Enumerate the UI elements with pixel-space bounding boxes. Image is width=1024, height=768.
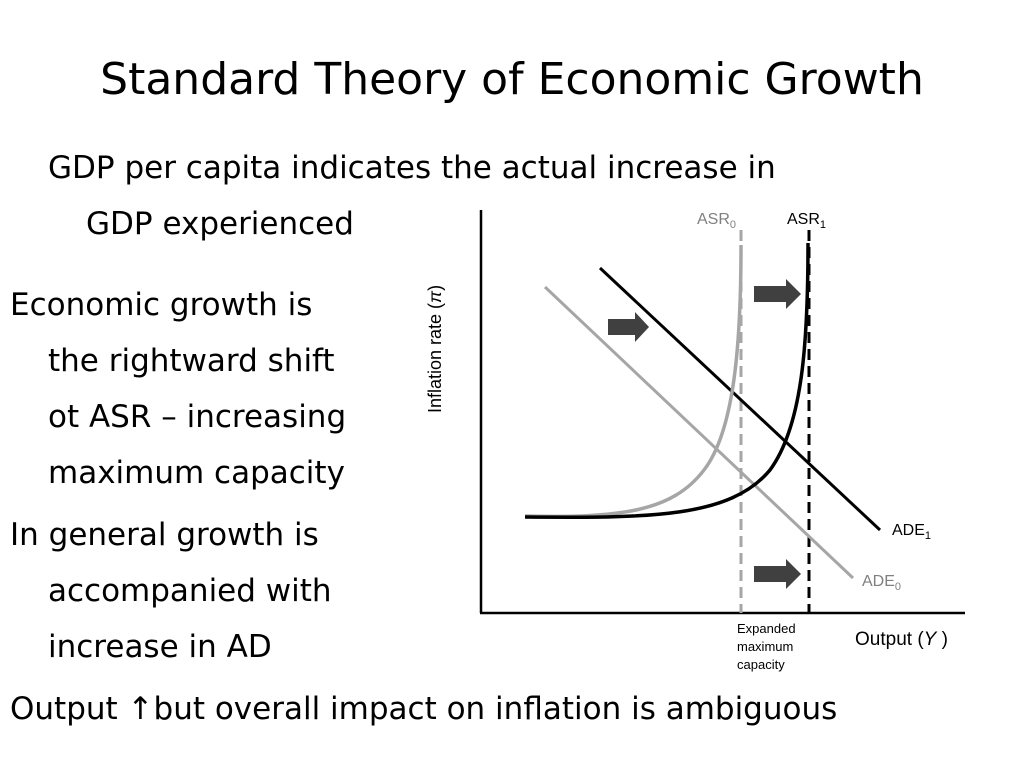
- bullet1-line-3: ot ASR – increasing: [48, 399, 347, 435]
- bullet2-line-2: accompanied with: [48, 573, 332, 609]
- asr0-label: ASR0: [697, 211, 736, 231]
- bullet2-line-3: increase in AD: [48, 629, 272, 665]
- ade1-line: [598, 266, 882, 532]
- bullet1-line-2: the rightward shift: [48, 343, 335, 379]
- ade0-label: ADE0: [862, 573, 901, 593]
- bullet-general-growth: In general growth is accompanied with in…: [10, 507, 332, 675]
- x-axis-label: Output (Y ): [855, 629, 948, 650]
- bullet-economic-growth: Economic growth is the rightward shift o…: [10, 277, 346, 501]
- bottom-line: Output ↑but overall impact on inflation …: [10, 691, 838, 727]
- asr1-label: ASR1: [787, 211, 826, 231]
- intro-line-1: GDP per capita indicates the actual incr…: [48, 150, 776, 186]
- ade1-label: ADE1: [892, 522, 931, 542]
- ade0-line: [543, 285, 855, 580]
- slide-title: Standard Theory of Economic Growth: [100, 54, 924, 105]
- intro-text: GDP per capita indicates the actual incr…: [48, 140, 776, 252]
- y-axis-label: Inflation rate (π): [425, 285, 445, 413]
- shift-arrow-icon: [754, 559, 801, 589]
- asr0-curve: [524, 244, 743, 519]
- capacity-caption: Expanded maximum capacity: [737, 621, 799, 672]
- shift-arrow-icon: [608, 312, 649, 342]
- bullet1-line-1: Economic growth is: [10, 287, 313, 323]
- bullet1-line-4: maximum capacity: [48, 455, 345, 491]
- intro-line-2: GDP experienced: [86, 206, 354, 242]
- bullet2-line-1: In general growth is: [10, 517, 319, 553]
- shift-arrow-icon: [754, 279, 801, 309]
- asr1-curve: [524, 242, 810, 519]
